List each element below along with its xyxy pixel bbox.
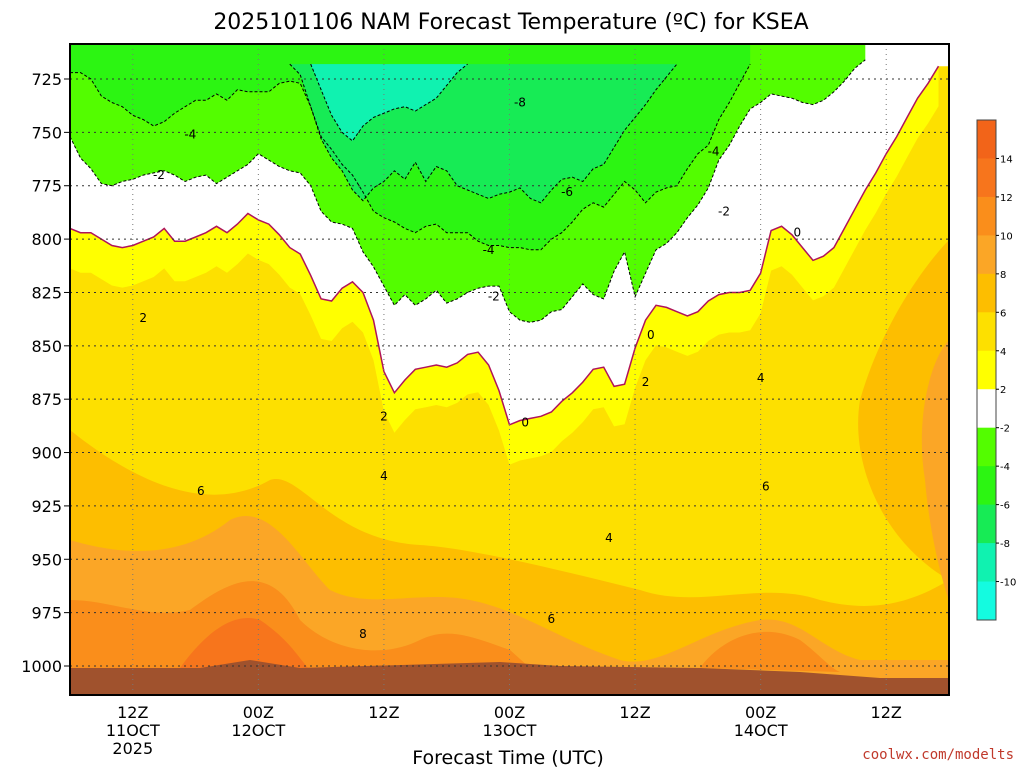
x-axis-title: Forecast Time (UTC) [412,747,603,768]
x-tick-label: 12Z [117,703,148,722]
contour-label: 0 [521,416,529,430]
colorbar-label: -2 [1000,424,1010,435]
colorbar-swatch [977,158,996,198]
isotherm-minus-6 [289,63,678,204]
y-tick-label: 950 [31,550,62,569]
y-tick-label: 850 [31,337,62,356]
y-axis: 725 750 775 800 825 850 875 900 925 950 975 1000 [21,70,70,676]
isotherm-minus-8 [310,63,468,142]
y-tick-label: 825 [31,283,62,302]
x-tick-label: 00Z [745,703,776,722]
grid [70,44,949,695]
ground-terrain [70,660,949,695]
y-tick-label: 750 [31,123,62,142]
isotherm-lines [70,59,940,426]
y-tick-label: 875 [31,390,62,409]
colorbar-swatch [977,427,996,467]
colorbar-swatch [977,543,996,583]
colorbar-label: -6 [1000,501,1010,512]
band-right-hot [921,340,949,600]
contour-label: 2 [139,311,147,325]
colorbar-swatch [977,581,996,621]
contour-label: -4 [483,243,495,257]
colorbar-swatch [977,504,996,544]
x-tick-label: 12Z [368,703,399,722]
contour-label: 4 [757,371,765,385]
contour-label: 2 [642,375,650,389]
band-right-warm [858,240,949,580]
plot-area [70,44,949,695]
colorbar: 14 12 10 8 6 4 2 -2 -4 -6 -8 -10 [976,119,1016,621]
contour-label: -2 [153,168,165,182]
contour-label: -8 [514,95,526,109]
colorbar-frame [976,119,997,621]
colorbar-label: 4 [1000,347,1006,358]
contour-label: -4 [708,145,720,159]
contour-label: 6 [197,484,205,498]
chart-title: 2025101106 NAM Forecast Temperature (ºC)… [213,10,808,35]
band-10-12 [70,581,530,668]
colorbar-swatch [977,273,996,313]
colorbar-swatch [977,120,996,159]
colorbar-label: 10 [1000,231,1013,242]
contour-label: -6 [561,185,573,199]
isotherm-minus-4 [70,63,751,251]
contour-label: 0 [793,226,801,240]
contour-label: 2 [380,409,388,423]
x-tick-label: 12Z [619,703,650,722]
temperature-fill [70,240,949,695]
x-tick-label: 14OCT [734,721,788,740]
y-tick-label: 775 [31,177,62,196]
contour-label: 4 [605,531,613,545]
contour-label: 0 [647,328,655,342]
y-tick-label: 925 [31,497,62,516]
colorbar-label: -10 [1000,578,1016,589]
band-yellow [70,66,939,465]
y-tick-label: 1000 [21,657,62,676]
contour-label: 6 [762,480,770,494]
band-12-14 [180,618,310,670]
colorbar-label: 12 [1000,193,1013,204]
plot-frame [69,43,950,696]
contour-label: -2 [718,204,730,218]
contour-label: 4 [380,469,388,483]
credit-text: coolwx.com/modelts [862,747,1014,763]
x-tick-label: 00Z [243,703,274,722]
x-tick-label: 11OCT [106,721,160,740]
colorbar-label: 6 [1000,308,1006,319]
colorbar-swatch [977,466,996,506]
x-tick-label: 12Z [871,703,902,722]
contour-label: 8 [359,627,367,641]
colorbar-label: -8 [1000,539,1010,550]
colorbar-label: -4 [1000,462,1010,473]
contour-label: -2 [488,290,500,304]
y-tick-label: 725 [31,70,62,89]
y-tick-label: 900 [31,444,62,463]
colorbar-label: 8 [1000,270,1006,281]
colorbar-swatch [977,312,996,352]
colorbar-swatch [977,196,996,236]
y-tick-label: 800 [31,230,62,249]
x-tick-label: 13OCT [483,721,537,740]
colorbar-label: 14 [1000,154,1013,165]
colorbar-swatch [977,389,996,429]
band-aqua [310,64,468,141]
contour-label: -4 [184,127,196,141]
colorbar-label: 2 [1000,385,1006,396]
y-tick-label: 975 [31,604,62,623]
x-tick-label: 2025 [112,739,153,758]
contour-labels: -8 -4 -4 -2 -6 -2 0 -4 -2 2 0 2 4 2 0 4 6 6 4 6 8 [139,95,801,641]
contour-label: 6 [548,612,556,626]
colorbar-swatch [977,235,996,275]
x-tick-label: 00Z [494,703,525,722]
colorbar-swatch [977,350,996,390]
x-tick-label: 12OCT [231,721,285,740]
band-10-12-late [700,631,840,672]
isotherm-0 [70,65,940,426]
